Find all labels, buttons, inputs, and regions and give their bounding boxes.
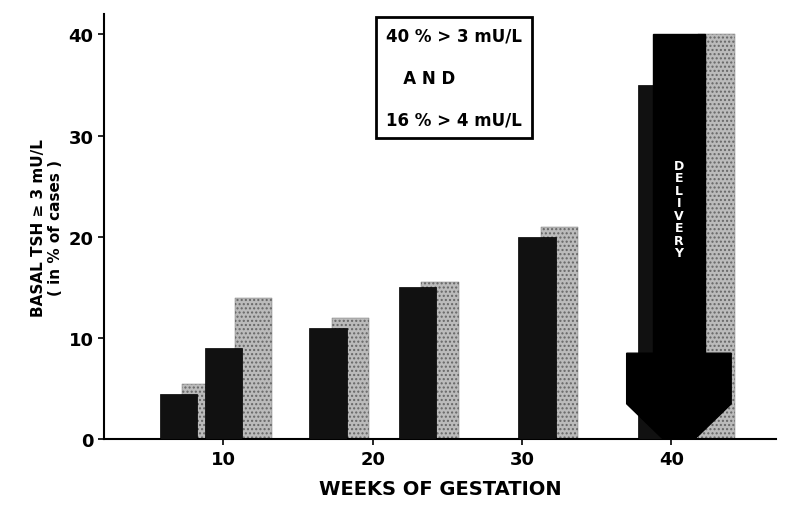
X-axis label: WEEKS OF GESTATION: WEEKS OF GESTATION [318,479,562,498]
Bar [182,384,220,439]
Text: 40 % > 3 mU/L

   A N D

16 % > 4 mU/L: 40 % > 3 mU/L A N D 16 % > 4 mU/L [386,28,522,129]
Bar [422,283,458,439]
Y-axis label: BASAL TSH ≥ 3 mU/L
( in % of cases ): BASAL TSH ≥ 3 mU/L ( in % of cases ) [30,138,63,316]
Bar [332,318,369,439]
Bar [234,298,272,439]
Bar [518,237,556,439]
FancyArrow shape [626,354,731,454]
Bar [399,288,436,439]
Text: D
E
L
I
V
E
R
Y: D E L I V E R Y [674,160,684,260]
Bar [541,227,578,439]
Bar [653,35,705,374]
Bar [205,348,242,439]
Bar [310,328,346,439]
Bar [160,394,198,439]
Bar [698,35,735,439]
Bar [638,86,675,439]
